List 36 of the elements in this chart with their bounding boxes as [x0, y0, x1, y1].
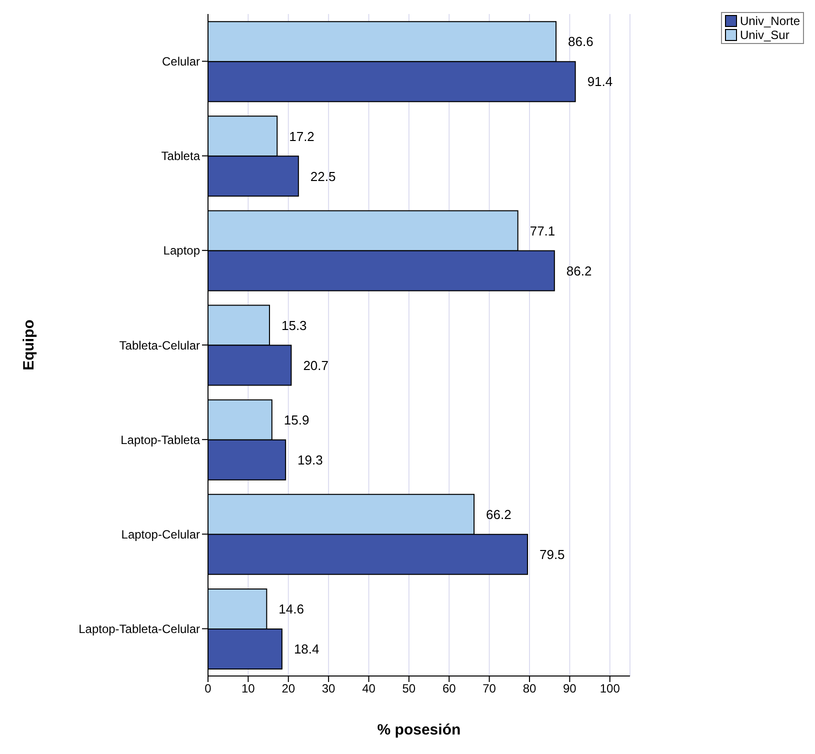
y-tick-label: Laptop-Tableta	[120, 432, 200, 447]
data-label: 86.6	[568, 34, 594, 50]
data-label: 14.6	[278, 602, 304, 617]
data-label: 22.5	[310, 168, 336, 184]
x-tick-label: 60	[442, 682, 456, 696]
data-label: 79.5	[539, 547, 565, 562]
y-tick-label: Laptop-Celular	[121, 527, 200, 542]
x-tick-label: 30	[322, 682, 336, 696]
y-tick-label: Laptop	[163, 244, 200, 258]
y-axis-title: Equipo	[20, 320, 38, 370]
y-tick-label: Celular	[162, 54, 200, 69]
x-tick-label: 0	[204, 682, 212, 696]
legend-label: Univ_Sur	[740, 28, 790, 42]
data-label: 86.2	[566, 263, 592, 278]
x-tick-label: 100	[600, 682, 620, 696]
x-tick-label: 90	[563, 682, 577, 696]
data-label: 19.3	[298, 452, 323, 468]
x-tick-label: 40	[362, 682, 376, 696]
data-label: 15.9	[284, 412, 310, 428]
data-label: 18.4	[294, 642, 320, 657]
data-label: 66.2	[486, 507, 512, 522]
data-label: 77.1	[530, 223, 556, 238]
y-tick-label: Laptop-Tableta-Celular	[78, 622, 200, 636]
data-label: 91.4	[587, 74, 613, 90]
x-tick-label: 70	[482, 682, 496, 696]
y-tick-label: Tableta-Celular	[119, 338, 200, 352]
x-tick-label: 50	[402, 682, 416, 696]
x-tick-label: 20	[282, 682, 296, 696]
x-tick-label: 80	[522, 682, 536, 696]
x-tick-label: 10	[242, 682, 256, 696]
x-axis-title: % posesión	[377, 722, 461, 739]
data-label: 17.2	[289, 128, 314, 144]
y-tick-label: Tableta	[161, 149, 200, 164]
data-label: 15.3	[281, 318, 307, 333]
legend-label: Univ_Norte	[740, 14, 800, 28]
data-label: 20.7	[303, 358, 328, 373]
